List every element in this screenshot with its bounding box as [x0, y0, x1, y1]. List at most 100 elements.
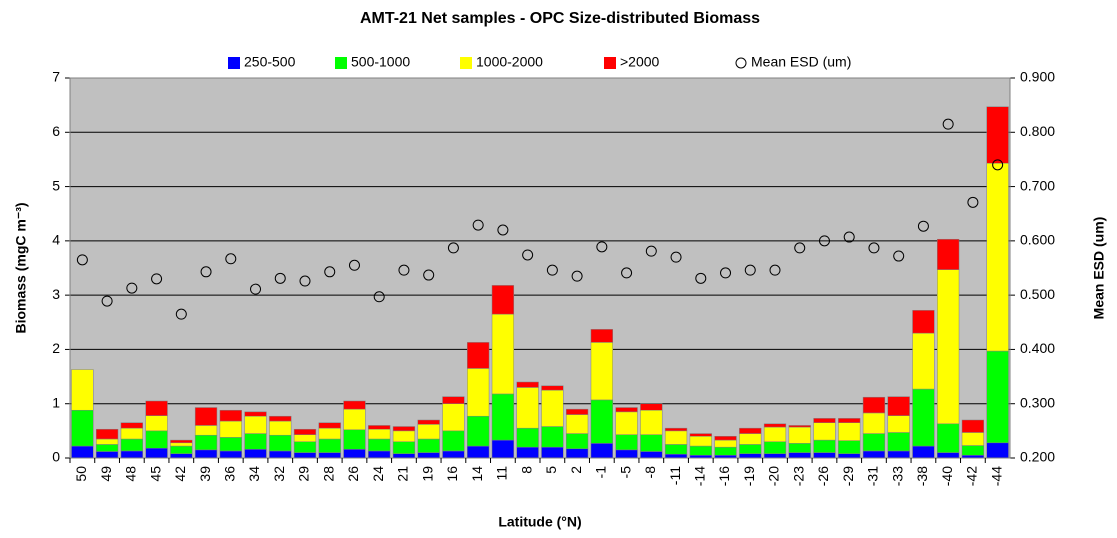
x-tick-label: 29	[296, 466, 312, 482]
bar-segment	[640, 451, 663, 459]
y2-tick-label: 0.500	[1020, 286, 1055, 302]
x-tick-label: -19	[741, 466, 757, 486]
bar-segment	[417, 452, 440, 459]
scatter-point	[76, 254, 88, 266]
x-tick-label: 45	[147, 466, 163, 482]
bar-segment	[565, 408, 589, 415]
scatter-point	[497, 224, 509, 236]
bar-segment	[491, 313, 515, 395]
x-tick-label: 42	[172, 466, 188, 482]
bar-segment	[714, 436, 737, 441]
scatter-point	[299, 275, 311, 287]
bar-segment	[813, 422, 836, 441]
bar-segment	[739, 453, 762, 459]
x-tick-label: 16	[444, 466, 460, 482]
legend-label: 250-500	[244, 54, 296, 70]
scatter-point	[942, 118, 954, 130]
legend-label: 500-1000	[351, 54, 410, 70]
scatter-point	[967, 196, 979, 208]
bar-segment	[170, 453, 193, 459]
bar-segment	[763, 426, 787, 442]
x-tick-label: 28	[320, 466, 336, 482]
bar-segment	[194, 449, 218, 459]
scatter-point	[225, 253, 237, 265]
bar-segment	[145, 430, 168, 449]
bar-segment	[269, 420, 292, 436]
x-axis-label: Latitude (°N)	[498, 514, 581, 530]
bar-segment	[269, 450, 292, 459]
bar-segment	[615, 411, 638, 435]
bar-segment	[95, 451, 119, 459]
bar-segment	[739, 427, 762, 434]
bar-segment	[664, 444, 688, 455]
bar-segment	[145, 400, 168, 416]
bar-segment	[887, 415, 910, 433]
legend-label: Mean ESD (um)	[751, 54, 851, 70]
x-tick-label: 32	[271, 466, 287, 482]
bar-segment	[788, 452, 811, 459]
x-tick-label: -23	[790, 466, 806, 486]
x-tick-label: -16	[716, 466, 732, 486]
scatter-point	[695, 272, 707, 284]
bar-segment	[838, 418, 861, 423]
scatter-point	[348, 259, 360, 271]
y2-tick-label: 0.300	[1020, 394, 1055, 410]
bar-segment	[689, 433, 712, 437]
chart-title: AMT-21 Net samples - OPC Size-distribute…	[360, 10, 760, 27]
bar-segment	[170, 439, 193, 444]
legend-swatch	[460, 57, 472, 69]
bar-segment	[714, 439, 737, 448]
bar-segment	[714, 446, 737, 456]
bar-segment	[565, 448, 589, 459]
bar-segment	[194, 434, 218, 451]
y-tick-label: 0	[52, 449, 60, 465]
x-tick-label: 14	[469, 466, 485, 482]
bar-segment	[145, 415, 168, 432]
legend-label: 1000-2000	[476, 54, 543, 70]
bar-segment	[293, 434, 317, 442]
x-tick-label: 34	[246, 466, 262, 482]
y2-tick-label: 0.200	[1020, 449, 1055, 465]
bar-segment	[170, 442, 193, 447]
bar-segment	[467, 342, 490, 369]
bar-segment	[368, 425, 391, 430]
y2-tick-label: 0.800	[1020, 123, 1055, 139]
x-tick-label: -40	[939, 466, 955, 486]
bar-segment	[887, 450, 910, 459]
y-tick-label: 4	[52, 232, 60, 248]
bar-segment	[862, 396, 886, 414]
x-tick-label: -1	[593, 466, 609, 479]
bar-segment	[95, 428, 119, 440]
bar-segment	[664, 453, 688, 459]
y2-tick-label: 0.400	[1020, 340, 1055, 356]
bar-segment	[961, 419, 985, 433]
bar-segment	[813, 439, 836, 453]
bar-segment	[269, 434, 292, 452]
bar-segment	[120, 450, 143, 459]
scatter-point	[843, 231, 855, 243]
bar-segment	[763, 441, 787, 454]
bar-segment	[541, 446, 564, 459]
x-tick-label: -33	[889, 466, 905, 486]
y-tick-label: 6	[52, 123, 60, 139]
bar-segment	[788, 426, 811, 444]
scatter-point	[126, 282, 138, 294]
x-tick-label: 24	[370, 466, 386, 482]
bar-segment	[442, 396, 465, 404]
x-tick-label: 8	[518, 466, 534, 474]
bar-segment	[491, 439, 515, 459]
bar-segment	[664, 430, 688, 445]
scatter-point	[596, 241, 608, 253]
bar-segment	[120, 438, 143, 452]
x-tick-label: 48	[123, 466, 139, 482]
x-tick-label: 2	[568, 466, 584, 474]
scatter-point	[720, 267, 732, 279]
bar-segment	[244, 433, 267, 450]
bar-segment	[912, 388, 935, 447]
scatter-point	[769, 264, 781, 276]
bar-segment	[788, 425, 811, 428]
x-tick-label: 26	[345, 466, 361, 482]
scatter-point	[621, 267, 633, 279]
y2-axis-label: Mean ESD (um)	[1091, 217, 1107, 320]
scatter-point	[398, 264, 410, 276]
